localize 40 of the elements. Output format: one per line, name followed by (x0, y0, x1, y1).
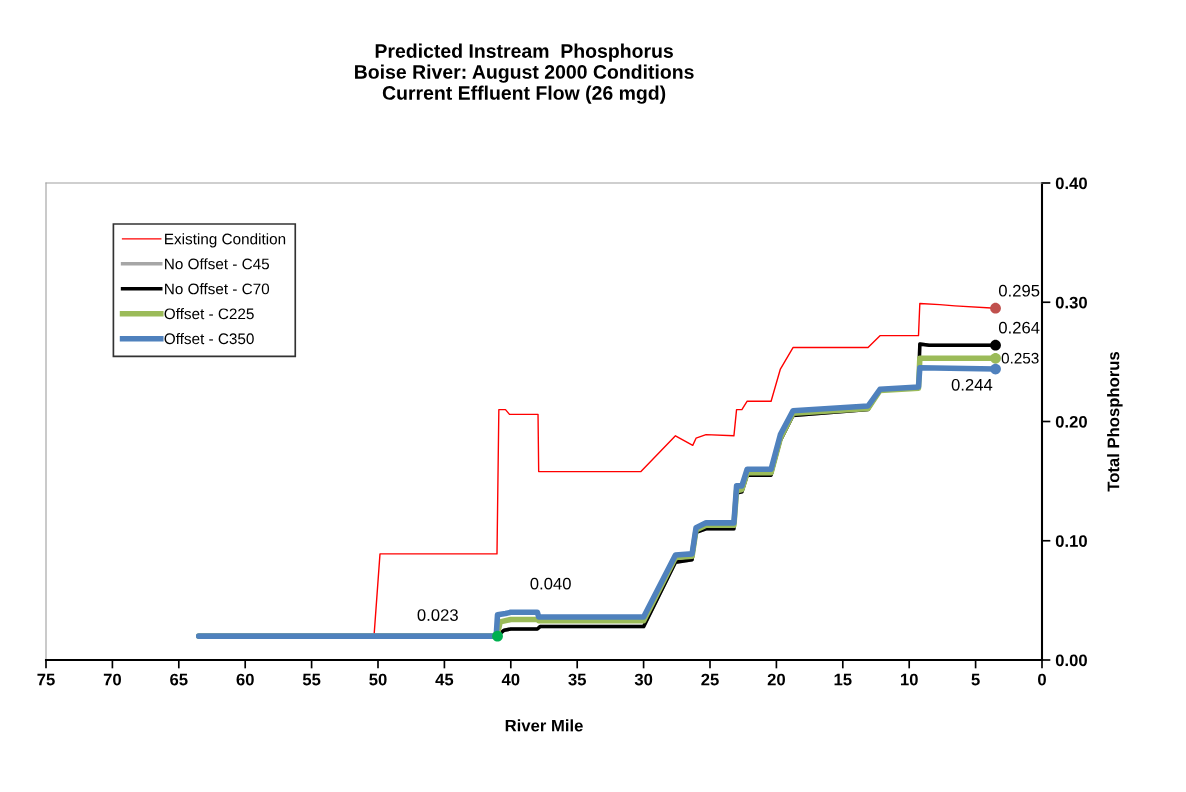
point (990, 339, 1001, 351)
x-tick-label: 20 (767, 673, 785, 686)
legend-label: Existing Condition (165, 233, 286, 248)
annotation: 0.253 (1001, 352, 1039, 364)
annotation: 0.264 (998, 321, 1040, 334)
legend-label: No Offset - C45 (165, 258, 270, 270)
point (990, 352, 1001, 364)
x-axis-title: River Mile (505, 719, 583, 732)
x-tick-label: 35 (568, 673, 587, 686)
annotation: 0.244 (951, 378, 993, 391)
y-tick-label: 0.40 (1055, 177, 1087, 190)
legend-label: No Offset - C70 (165, 283, 270, 295)
x-tick-label: 70 (103, 673, 121, 686)
y-tick-label: 0.20 (1055, 415, 1087, 428)
legend-label: Offset - C225 (164, 308, 254, 320)
x-tick-label: 15 (834, 673, 852, 686)
annotation: 0.023 (417, 609, 458, 621)
x-tick-label: 65 (170, 673, 188, 686)
x-tick-label: 25 (701, 673, 719, 686)
x-tick-label: 55 (302, 673, 321, 686)
y-axis-title: Total Phosphorus (1107, 351, 1123, 492)
x-tick-label: 10 (900, 673, 918, 686)
y-tick-label: 0.00 (1055, 654, 1087, 667)
y-tick-label: 0.30 (1055, 296, 1087, 309)
x-tick-label: 0 (1038, 673, 1046, 686)
x-tick-label: 45 (435, 673, 454, 686)
y-tick-label: 0.10 (1055, 535, 1087, 547)
x-tick-label: 50 (369, 673, 387, 686)
annotation: 0.295 (998, 284, 1040, 297)
x-tick-label: 75 (37, 673, 55, 686)
point (990, 302, 1001, 314)
x-tick-label: 60 (236, 673, 254, 686)
annotation: 0.040 (530, 577, 571, 590)
point (990, 363, 1001, 375)
point (492, 630, 503, 642)
legend-label: Offset - C350 (164, 332, 254, 345)
x-tick-label: 40 (501, 673, 520, 686)
x-tick-label: 30 (634, 673, 653, 686)
chart-title: Predicted Instream Phosphorus Boise River: August 2000 Conditions Current Effluent Flow (26 mgd) (355, 43, 694, 104)
x-tick-label: 5 (971, 673, 980, 686)
